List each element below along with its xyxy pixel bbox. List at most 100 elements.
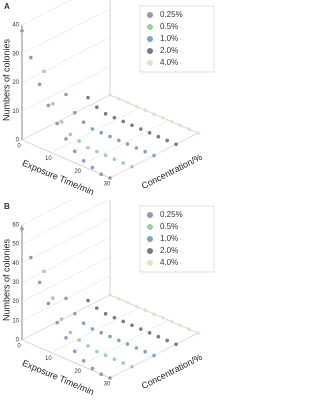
panel-label: B [4,202,10,211]
point [130,164,134,169]
point [86,344,90,348]
point [161,116,165,120]
point [196,131,200,135]
grid-line [21,37,111,83]
point [108,176,112,180]
point [95,149,99,154]
point [108,376,112,380]
z-tick-label: 30 [12,51,19,57]
legend-label: 4.0% [160,258,178,267]
point [42,269,46,274]
point [20,227,24,231]
legend-label: 0.5% [160,22,178,31]
point [99,172,103,176]
z-tick-label: 30 [12,280,19,286]
point [99,372,103,376]
point [161,316,165,320]
point [90,366,95,371]
point [37,280,42,285]
legend-marker [147,12,153,18]
legend-label: 0.25% [160,210,183,219]
point [117,97,121,101]
point [165,138,169,143]
point [134,146,139,150]
z-tick-label: 40 [12,23,19,29]
legend-label: 4.0% [160,58,178,67]
point [90,327,95,331]
point [169,319,174,324]
point [117,297,121,301]
point [64,137,68,141]
point [152,112,156,116]
z-tick-label: 50 [12,242,19,248]
point [103,353,108,358]
legend-marker [147,212,153,218]
legend-marker [147,260,153,266]
point [64,336,68,340]
panel-label: A [4,2,10,11]
point [134,304,139,309]
grid-line [21,0,72,26]
legend-label: 0.5% [160,222,178,231]
legend-label: 1.0% [160,34,178,43]
point [81,120,86,125]
point [156,134,161,139]
point [134,104,139,109]
point [64,92,68,97]
point [55,320,59,325]
legend-box [139,205,215,273]
x-tick-label: 20 [74,169,81,175]
z-tick-label: 0 [16,338,20,344]
point [196,331,200,335]
point [55,121,59,126]
grid-line [51,107,140,153]
grid-line [80,320,169,366]
point [29,255,33,260]
point [73,311,77,316]
point [143,108,147,112]
point [103,153,108,158]
point [187,327,191,331]
point [117,338,121,343]
point [90,127,95,131]
point [143,308,147,312]
point [130,123,134,128]
point [90,165,95,170]
point [112,357,117,361]
point [42,69,46,74]
point [174,142,178,147]
point [147,331,152,335]
grid-line [51,307,140,353]
point [121,119,125,124]
point [156,334,161,339]
point [117,138,121,143]
page: 0 10 20 30 40 0 10 20 30 Numbers of colonies Expos… [1,0,215,398]
point [112,315,117,320]
point [59,120,64,124]
point [139,127,143,131]
legend-label: 2.0% [160,246,178,255]
point [95,306,99,310]
point [143,349,147,354]
point [95,105,99,109]
point [37,82,42,87]
point [73,110,77,115]
legend-marker [147,36,153,42]
z-tick-label: 10 [12,318,19,324]
point [130,364,134,369]
point [81,321,86,325]
x-tick-label: 30 [104,182,111,188]
point [125,100,130,105]
point [81,159,86,163]
z-tick-label: 20 [12,80,19,86]
legend-label: 1.0% [160,234,178,243]
x-tick-label: 0 [17,344,21,350]
point [103,312,108,316]
x-tick-label: 10 [45,356,52,362]
z-tick-label: 0 [16,138,20,144]
point [77,338,81,342]
point [86,145,90,150]
point [174,342,178,347]
z-tick-label: 40 [12,261,19,267]
x-tick-label: 0 [17,144,21,150]
